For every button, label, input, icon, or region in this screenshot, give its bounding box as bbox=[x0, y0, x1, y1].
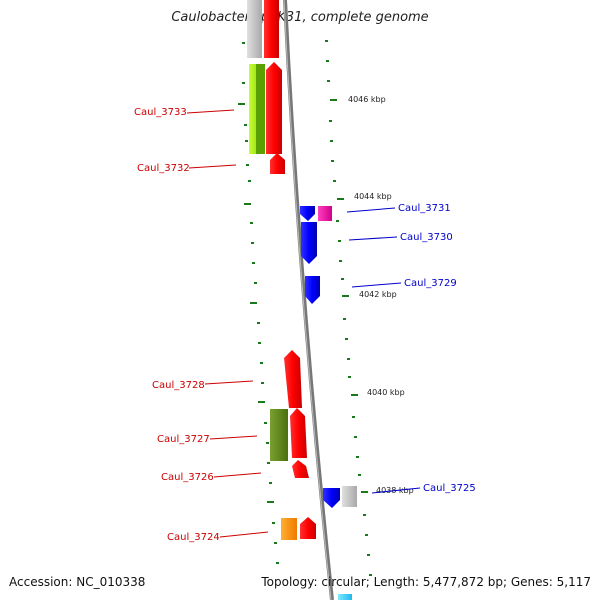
gene-arrow[interactable] bbox=[300, 517, 316, 539]
gene-arrow[interactable] bbox=[300, 206, 315, 221]
gene-label[interactable]: Caul_3728 bbox=[152, 380, 205, 391]
gene-arrow[interactable] bbox=[323, 488, 340, 508]
tick-label: 4042 kbp bbox=[359, 290, 397, 299]
gene-arrow[interactable] bbox=[256, 64, 265, 154]
gene-label[interactable]: Caul_3733 bbox=[134, 107, 187, 118]
gene-label[interactable]: Caul_3729 bbox=[404, 278, 457, 289]
label-connectors bbox=[186, 109, 421, 538]
forward-genes bbox=[247, 0, 316, 540]
gene-arrow[interactable] bbox=[270, 409, 288, 461]
topology-text: Topology: circular; Length: 5,477,872 bp… bbox=[261, 575, 591, 589]
tick-label: 4044 kbp bbox=[354, 192, 392, 201]
gene-label[interactable]: Caul_3724 bbox=[167, 532, 220, 543]
gene-arrow[interactable] bbox=[290, 408, 307, 458]
reverse-genes bbox=[300, 206, 357, 600]
outer-scale-dots bbox=[325, 40, 372, 576]
accession-text: Accession: NC_010338 bbox=[9, 575, 146, 589]
genome-backbone-highlight bbox=[283, 0, 332, 600]
tick-label: 4046 kbp bbox=[348, 95, 386, 104]
gene-labels: Caul_3733 Caul_3732 Caul_3728 Caul_3727 … bbox=[134, 107, 476, 543]
gene-label[interactable]: Caul_3727 bbox=[157, 434, 210, 445]
gene-arrow[interactable] bbox=[266, 62, 282, 154]
gene-arrow[interactable] bbox=[342, 486, 357, 507]
gene-arrow[interactable] bbox=[305, 276, 320, 304]
gene-arrow[interactable] bbox=[318, 206, 332, 221]
gene-arrow[interactable] bbox=[301, 222, 317, 264]
inner-scale-dots bbox=[238, 42, 279, 564]
genome-backbone bbox=[283, 0, 334, 600]
gene-arrow[interactable] bbox=[264, 0, 279, 58]
gene-arrow[interactable] bbox=[281, 518, 297, 540]
gene-label[interactable]: Caul_3726 bbox=[161, 472, 214, 483]
tick-label: 4040 kbp bbox=[367, 388, 405, 397]
gene-arrow[interactable] bbox=[284, 350, 302, 408]
gene-label[interactable]: Caul_3732 bbox=[137, 163, 190, 174]
gene-label[interactable]: Caul_3730 bbox=[400, 232, 453, 243]
gene-arrow[interactable] bbox=[292, 460, 309, 478]
gene-arrow[interactable] bbox=[247, 0, 262, 58]
gene-label[interactable]: Caul_3731 bbox=[398, 203, 451, 214]
gene-arrow[interactable] bbox=[338, 594, 352, 600]
gene-label[interactable]: Caul_3725 bbox=[423, 483, 476, 494]
gene-arrow[interactable] bbox=[270, 153, 285, 174]
map-title: Caulobacter sp. K31, complete genome bbox=[171, 10, 429, 25]
